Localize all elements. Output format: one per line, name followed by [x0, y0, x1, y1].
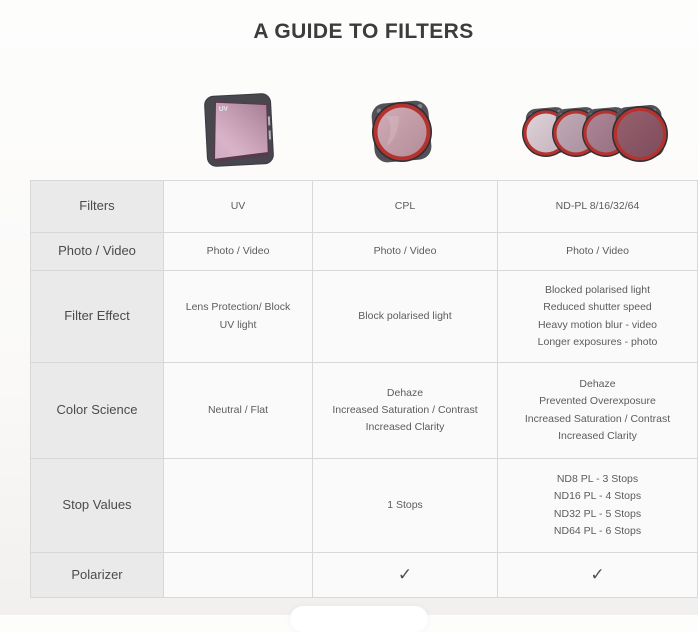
- cpl-filter-image: [360, 90, 444, 172]
- color-science-ndpl-cell: Dehaze Prevented Overexposure Increased …: [498, 363, 698, 459]
- photo-video-uv-cell: Photo / Video: [164, 233, 313, 271]
- filters-uv-cell: UV: [164, 181, 313, 233]
- color-science-uv-cell: Neutral / Flat: [164, 363, 313, 459]
- photo-video-cpl-cell: Photo / Video: [313, 233, 498, 271]
- stop-values-uv-cell: [164, 459, 313, 553]
- ndpl-filter-set-image: [518, 94, 674, 174]
- filter-effect-ndpl-cell: Blocked polarised light Reduced shutter …: [498, 271, 698, 363]
- stop-values-cpl-cell: 1 Stops: [313, 459, 498, 553]
- color-science-cpl-cell: Dehaze Increased Saturation / Contrast I…: [313, 363, 498, 459]
- polarizer-cpl-checkmark: ✓: [313, 553, 498, 598]
- color-science-row-header: Color Science: [31, 363, 164, 459]
- uv-filter-image: UV: [196, 88, 282, 172]
- polarizer-row-header: Polarizer: [31, 553, 164, 598]
- stop-values-ndpl-cell: ND8 PL - 3 Stops ND16 PL - 4 Stops ND32 …: [498, 459, 698, 553]
- ndpl-filter-set-icon: [522, 105, 668, 162]
- uv-badge: UV: [219, 106, 229, 113]
- filters-ndpl-cell: ND-PL 8/16/32/64: [498, 181, 698, 233]
- filter-effect-cpl-cell: Block polarised light: [313, 271, 498, 363]
- polarizer-ndpl-checkmark: ✓: [498, 553, 698, 598]
- stop-values-row-header: Stop Values: [31, 459, 164, 553]
- bottom-card-edge: [290, 606, 428, 632]
- photo-video-row-header: Photo / Video: [31, 233, 164, 271]
- page-title: A GUIDE TO FILTERS: [253, 20, 474, 43]
- cpl-filter-icon: [371, 100, 432, 163]
- photo-video-ndpl-cell: Photo / Video: [498, 233, 698, 271]
- filters-comparison-table: Filters UV CPL ND-PL 8/16/32/64 Photo / …: [30, 180, 698, 598]
- uv-filter-icon: UV: [204, 93, 274, 167]
- polarizer-uv-cell: [164, 553, 313, 598]
- filter-effect-uv-cell: Lens Protection/ Block UV light: [164, 271, 313, 363]
- filters-row-header: Filters: [31, 181, 164, 233]
- filter-effect-row-header: Filter Effect: [31, 271, 164, 363]
- filters-cpl-cell: CPL: [313, 181, 498, 233]
